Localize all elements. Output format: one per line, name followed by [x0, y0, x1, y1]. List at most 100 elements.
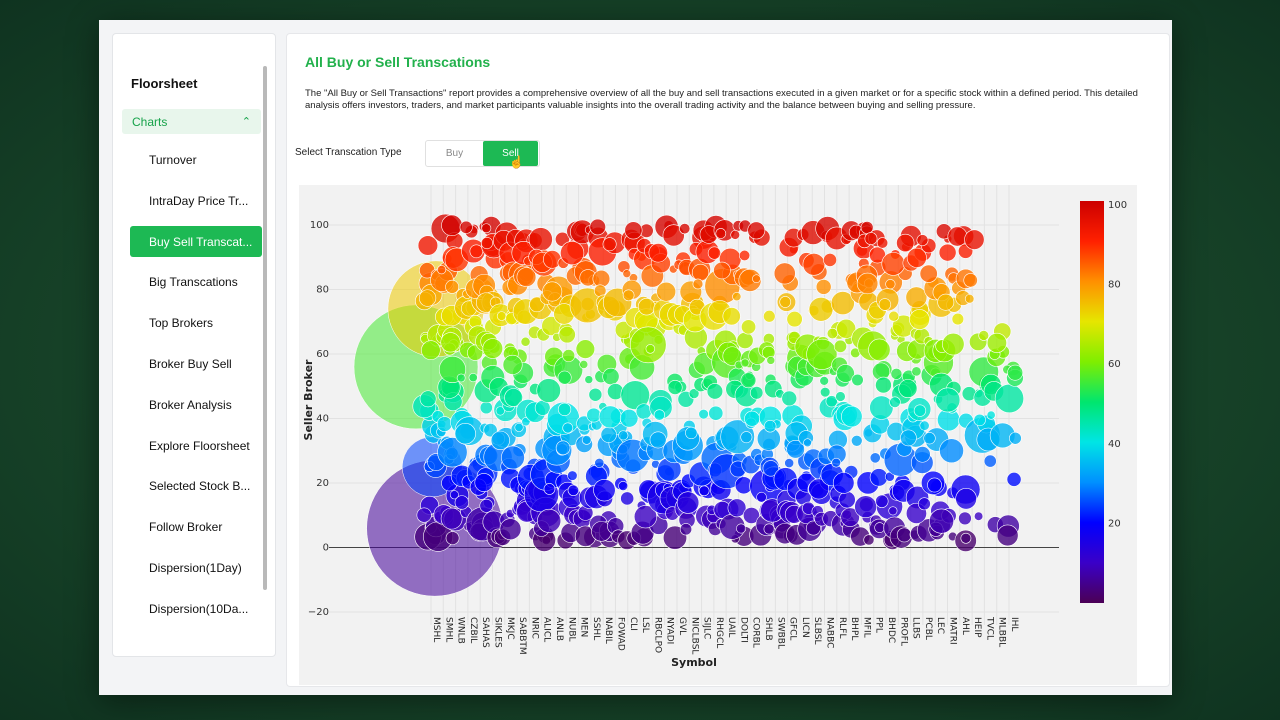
bubble: [864, 232, 878, 245]
sidebar-item-top-brokers[interactable]: Top Brokers: [149, 316, 214, 331]
y-tick-label: 40: [316, 414, 329, 425]
bubble: [537, 508, 562, 533]
bubble: [815, 279, 832, 295]
sidebar-item-dispersion-1day[interactable]: Dispersion(1Day): [149, 561, 242, 575]
bubble: [779, 296, 792, 308]
bubble: [667, 380, 683, 395]
sidebar-item-explore-floorsheet[interactable]: Explore Floorsheet: [149, 438, 250, 453]
bubble: [935, 387, 961, 413]
bubble: [619, 409, 639, 428]
bubble: [459, 220, 473, 234]
sidebar-item-broker-analysis[interactable]: Broker Analysis: [149, 397, 232, 412]
bubble: [836, 364, 855, 383]
bubble: [875, 376, 892, 394]
bubble: [419, 390, 437, 408]
bubble: [454, 495, 470, 510]
sidebar-item-follow-broker[interactable]: Follow Broker: [149, 520, 223, 535]
bubble: [633, 505, 658, 529]
bubble: [479, 401, 493, 415]
sidebar-group-label: Charts: [132, 115, 168, 129]
x-tick-label: CLI: [628, 617, 638, 631]
x-tick-label: SIKLES: [492, 617, 502, 648]
buy-toggle-button[interactable]: Buy: [445, 148, 464, 159]
app-window: Floorsheet Charts ⌃ Turnover IntraDay Pri…: [99, 20, 1172, 695]
x-tick-label: MKJC: [505, 617, 515, 640]
sidebar-item-selected-stock-b[interactable]: Selected Stock B...: [149, 479, 251, 494]
x-tick-label: FOWAD: [615, 617, 625, 651]
x-tick-label: SAHAS: [480, 617, 490, 648]
bubble: [740, 372, 757, 389]
x-tick-label: TVCL: [984, 616, 994, 640]
bubble: [618, 481, 629, 491]
bubble: [635, 403, 652, 420]
x-tick-label: ALICL: [542, 617, 552, 642]
bubble: [890, 367, 903, 380]
bubble-chart: −20 0 20 40 60 80 100 MSHL SMHL WNLB CZBIL SAHAS SIK…: [299, 185, 1137, 685]
bubble: [898, 379, 918, 399]
bubble: [624, 221, 643, 240]
bubble: [896, 527, 912, 543]
x-tick-label: UAIL: [726, 617, 736, 637]
sidebar-item-intraday-price-tr[interactable]: IntraDay Price Tr...: [149, 193, 249, 208]
x-tick-label: NICLBSL: [689, 617, 699, 654]
bubble: [594, 457, 605, 468]
bubble: [766, 356, 776, 365]
bubble: [440, 332, 461, 353]
sidebar-item-turnover[interactable]: Turnover: [149, 153, 197, 167]
bubble: [648, 243, 668, 263]
bubble: [874, 522, 886, 533]
sidebar-item-big-transcations[interactable]: Big Transcations: [149, 275, 238, 290]
colorbar-tick-label: 100: [1108, 200, 1127, 211]
bubble: [841, 405, 863, 428]
sell-toggle-button[interactable]: Sell: [483, 141, 538, 166]
sidebar-scrollbar[interactable]: [263, 66, 267, 590]
sidebar-group-charts[interactable]: Charts ⌃: [122, 109, 261, 134]
bubble: [560, 241, 585, 266]
bubble: [947, 226, 968, 247]
bubble: [649, 431, 667, 449]
bubble: [825, 395, 838, 408]
bubble: [741, 319, 757, 335]
bubble: [557, 370, 572, 385]
bubble: [951, 312, 965, 326]
x-tick-label: MFIL: [861, 617, 871, 638]
bubble: [905, 286, 928, 309]
bubble: [417, 235, 439, 256]
bubble: [722, 307, 741, 326]
x-tick-label: NABBC: [825, 617, 835, 648]
bubble: [562, 422, 574, 434]
x-tick-label: NRIC: [529, 617, 539, 639]
y-axis-title: Seller Broker: [302, 359, 315, 440]
bubble: [740, 431, 753, 444]
bubble: [963, 273, 978, 288]
bubble: [602, 367, 620, 386]
bubble: [586, 407, 602, 423]
bubble: [708, 405, 724, 421]
bubble: [622, 289, 635, 302]
bubble: [749, 386, 764, 400]
bubble: [713, 261, 731, 280]
sidebar-item-broker-buy-sell[interactable]: Broker Buy Sell: [149, 357, 232, 371]
bubble: [474, 473, 494, 492]
bubble: [833, 339, 847, 353]
sidebar-item-dispersion-10da[interactable]: Dispersion(10Da...: [149, 601, 249, 616]
bubble: [806, 338, 838, 370]
y-tick-label: 80: [316, 285, 329, 296]
bubble: [869, 395, 894, 420]
sidebar-item-buy-sell-transcat[interactable]: Buy Sell Transcat...: [130, 225, 262, 257]
x-tick-label: IHL: [1009, 617, 1019, 631]
x-tick-label: AHL: [960, 617, 970, 635]
bubble: [557, 402, 572, 416]
colorbar: [1080, 201, 1104, 603]
bubble: [781, 390, 798, 407]
bubble: [730, 230, 740, 240]
bubble: [618, 430, 629, 441]
bubble: [620, 491, 635, 506]
bubble: [955, 488, 977, 510]
bubble: [482, 338, 504, 359]
y-tick-label: 0: [323, 543, 329, 554]
bubble: [1009, 431, 1022, 445]
sidebar-title: Floorsheet: [131, 76, 198, 91]
x-tick-label: LSL: [640, 617, 650, 633]
bubble: [555, 440, 571, 456]
